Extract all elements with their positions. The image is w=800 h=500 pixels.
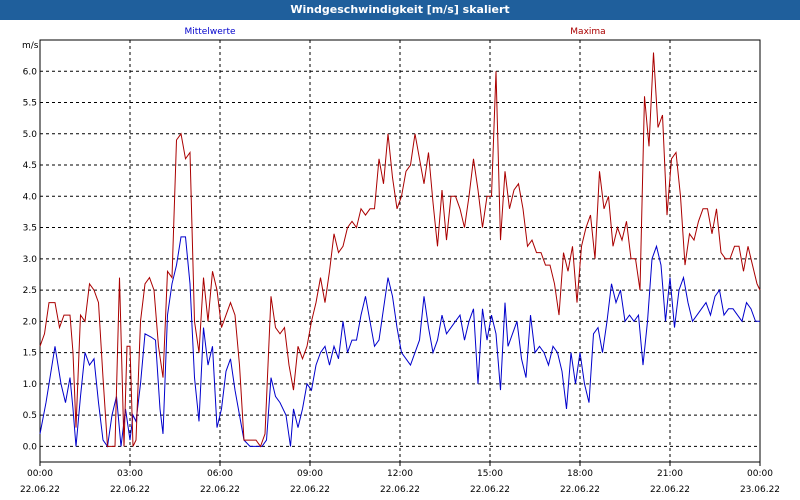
y-tick-label: 0.5 bbox=[23, 411, 37, 421]
y-tick-label: 4.0 bbox=[23, 192, 38, 202]
y-tick-label: 1.5 bbox=[23, 349, 37, 359]
legend-mittelwerte: Mittelwerte bbox=[184, 27, 235, 37]
x-tick-date: 22.06.22 bbox=[200, 485, 240, 495]
x-tick-date: 22.06.22 bbox=[110, 485, 150, 495]
x-tick-time: 06:00 bbox=[207, 469, 233, 479]
y-tick-label: 5.5 bbox=[23, 99, 37, 109]
x-tick-time: 21:00 bbox=[657, 469, 683, 479]
x-tick-date: 22.06.22 bbox=[20, 485, 60, 495]
y-tick-label: 2.0 bbox=[23, 317, 38, 327]
y-tick-label: 3.0 bbox=[23, 255, 38, 265]
y-tick-label: 0.0 bbox=[23, 442, 38, 452]
x-tick-date: 22.06.22 bbox=[290, 485, 330, 495]
x-tick-date: 22.06.22 bbox=[560, 485, 600, 495]
x-tick-date: 22.06.22 bbox=[470, 485, 510, 495]
y-tick-label: 2.5 bbox=[23, 286, 37, 296]
x-tick-time: 03:00 bbox=[117, 469, 143, 479]
x-tick-time: 15:00 bbox=[477, 469, 503, 479]
x-tick-time: 00:00 bbox=[747, 469, 773, 479]
x-tick-date: 22.06.22 bbox=[380, 485, 420, 495]
series-line-maxima bbox=[39, 52, 761, 448]
x-tick-date: 22.06.22 bbox=[650, 485, 690, 495]
y-tick-label: 3.5 bbox=[23, 224, 37, 234]
chart-title: Windgeschwindigkeit [m/s] skaliert bbox=[0, 0, 800, 20]
line-chart: 0.0 0.5 1.0 1.5 2.0 2.5 3.0 3.5 4.0 4.5 5.0 5.5 6.0 0… bbox=[20, 27, 780, 495]
x-tick-time: 00:00 bbox=[27, 469, 53, 479]
y-tick-label: 4.5 bbox=[23, 161, 37, 171]
y-tick-label: 5.0 bbox=[23, 130, 38, 140]
x-tick-date: 23.06.22 bbox=[740, 485, 780, 495]
series-line-mittelwerte bbox=[39, 236, 760, 448]
x-tick-time: 09:00 bbox=[297, 469, 323, 479]
y-tick-label: 6.0 bbox=[23, 67, 38, 77]
y-tick-label: 1.0 bbox=[23, 380, 38, 390]
x-tick-time: 18:00 bbox=[567, 469, 593, 479]
y-axis-label: m/s bbox=[22, 41, 39, 51]
x-tick-time: 12:00 bbox=[387, 469, 413, 479]
legend-maxima: Maxima bbox=[570, 27, 605, 37]
